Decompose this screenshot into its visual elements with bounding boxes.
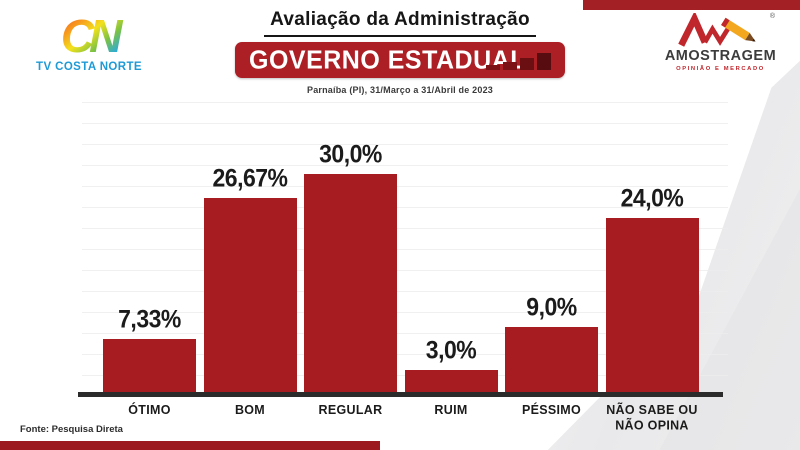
amostragem-name: AMOSTRAGEM <box>664 48 777 64</box>
x-axis-line <box>78 392 723 397</box>
registered-mark: ® <box>769 13 775 20</box>
bar-value-label: 7,33% <box>118 304 181 333</box>
bottom-left-red-strip <box>0 441 380 450</box>
bar <box>203 198 297 392</box>
bar-category-label: RUIM <box>434 402 468 418</box>
bar-value-label: 26,67% <box>212 163 288 192</box>
bar-value-label: 9,0% <box>526 292 577 321</box>
bar <box>404 370 498 392</box>
bar-category-label: BOM <box>234 402 266 418</box>
survey-period-subtitle: Parnaíba (PI), 31/Março a 31/Abril de 20… <box>307 85 493 95</box>
bar-category-label: REGULAR <box>318 402 383 418</box>
amostragem-logo: ® AMOSTRAGEM OPINIÃO E MERCADO <box>648 13 793 72</box>
top-right-red-strip <box>583 0 800 10</box>
page-title: Avaliação da Administração <box>264 9 536 37</box>
bar-category-label: PÉSSIMO <box>521 402 582 418</box>
bar-value-label: 30,0% <box>319 139 382 168</box>
bar <box>103 339 196 392</box>
amostragem-tagline: OPINIÃO E MERCADO <box>676 65 765 72</box>
amostragem-pencil-icon <box>677 13 755 47</box>
bar <box>505 327 598 392</box>
bar <box>304 174 397 392</box>
source-note: Fonte: Pesquisa Direta <box>20 424 123 435</box>
header: Avaliação da Administração <box>0 9 800 37</box>
bar-category-label: NÃO SABE OU NÃO OPINA <box>606 402 698 433</box>
bar <box>605 218 699 392</box>
tv-costa-norte-logo: CN TV COSTA NORTE <box>14 10 164 73</box>
mini-bar-chart-icon <box>486 53 551 70</box>
cn-rainbow-icon: CN <box>61 10 130 60</box>
tv-costa-norte-label: TV COSTA NORTE <box>36 61 142 73</box>
bar-value-label: 3,0% <box>425 335 477 364</box>
bar-value-label: 24,0% <box>620 183 684 212</box>
banner-label: GOVERNO ESTADUAL <box>249 44 526 75</box>
bar-category-label: ÓTIMO <box>128 402 171 418</box>
governo-estadual-banner: GOVERNO ESTADUAL <box>235 42 565 78</box>
